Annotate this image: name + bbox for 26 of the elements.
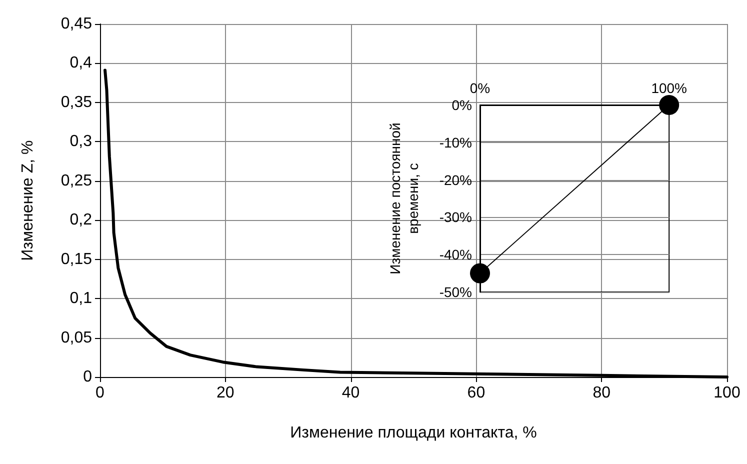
y-tick-label: -10% [439,134,472,150]
x-tick-label: 60 [467,384,486,402]
x-tick-label: 20 [216,384,234,402]
y-tick-label: -40% [439,246,472,263]
y-tick-label: 0,15 [60,250,92,268]
y-axis-title: Изменение Z, % [20,140,36,261]
y-tick-label: 0,35 [60,94,92,111]
x-tick-label: 100% [651,80,688,96]
y-tick-label: 0,3 [70,133,92,150]
x-tick-label: 0 [96,384,105,402]
y-tick-label: 0 [83,368,92,386]
x-tick-label: 100 [714,384,740,402]
y-tick-label: 0,05 [60,329,92,346]
y-axis-title: Изменение постоянной времени, с [387,122,421,274]
y-tick-label: 0,45 [60,16,92,32]
y-tick-label: -50% [439,284,472,300]
y-tick-label: 0,2 [70,212,92,229]
y-tick-label: -20% [439,172,472,188]
y-tick-label: 0,25 [60,172,92,190]
x-tick-label: 80 [592,384,611,402]
x-axis-title: Изменение площади контакта, % [290,424,537,442]
y-tick-label: -30% [439,209,472,226]
y-tick-label: 0% [452,97,472,113]
y-tick-label: 0,4 [70,54,92,72]
x-tick-label: 40 [342,384,360,402]
y-tick-label: 0,1 [70,290,92,308]
